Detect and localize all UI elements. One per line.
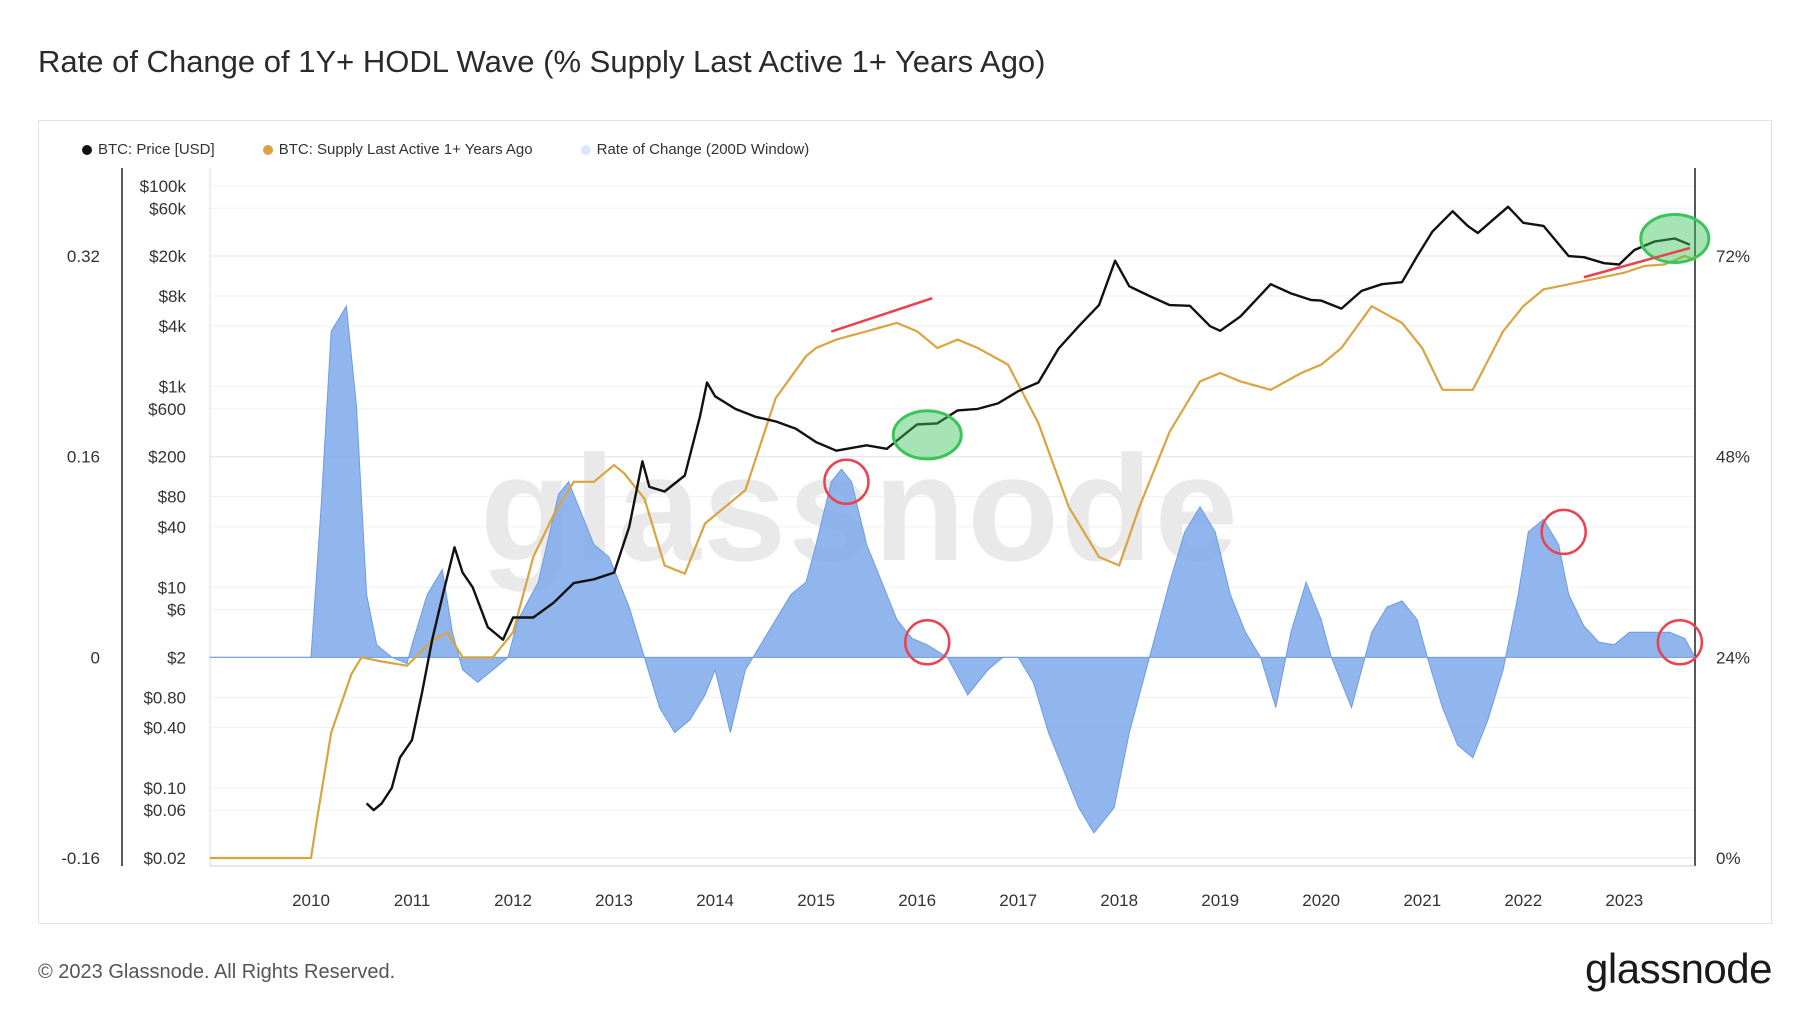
- price-line-series: [365, 205, 1691, 812]
- roc-tick-label: 0: [91, 648, 100, 667]
- x-tick-label: 2015: [797, 891, 835, 910]
- x-tick-label: 2020: [1302, 891, 1340, 910]
- supply-tick-label: 72%: [1716, 247, 1750, 266]
- glassnode-logo[interactable]: glassnode: [1585, 945, 1772, 992]
- price-tick-label: $600: [148, 400, 186, 419]
- chart-title: Rate of Change of 1Y+ HODL Wave (% Suppl…: [38, 44, 1046, 79]
- legend-price-label: BTC: Price [USD]: [98, 141, 215, 158]
- annotation-red-trendline: [1583, 246, 1691, 279]
- price-tick-label: $6: [167, 601, 186, 620]
- price-tick-label: $0.10: [143, 779, 186, 798]
- legend-item-supply[interactable]: BTC: Supply Last Active 1+ Years Ago: [262, 141, 533, 158]
- price-tick-label: $60k: [149, 199, 186, 218]
- annotation-red-circle: [823, 458, 870, 505]
- annotation-green-ellipse: [1639, 212, 1711, 264]
- x-tick-label: 2018: [1100, 891, 1138, 910]
- legend-roc-label: Rate of Change (200D Window): [596, 141, 810, 158]
- supply-tick-label: 48%: [1716, 448, 1750, 467]
- x-tick-label: 2019: [1201, 891, 1239, 910]
- price-tick-label: $1k: [159, 378, 187, 397]
- supply-tick-label: 24%: [1716, 648, 1750, 667]
- annotation-red-circle: [1656, 619, 1704, 666]
- chart-frame: [38, 120, 1772, 924]
- price-tick-label: $40: [158, 518, 186, 537]
- roc-tick-label: -0.16: [61, 849, 100, 868]
- x-tick-label: 2011: [394, 891, 431, 910]
- legend-supply-dot: [262, 144, 273, 155]
- price-tick-label: $2: [167, 648, 186, 667]
- roc-tick-label: 0.16: [67, 448, 100, 467]
- x-tick-label: 2016: [898, 891, 936, 910]
- price-tick-label: $4k: [159, 317, 187, 336]
- legend-item-price[interactable]: BTC: Price [USD]: [82, 141, 215, 158]
- legend-item-roc[interactable]: Rate of Change (200D Window): [580, 141, 810, 158]
- price-tick-label: $8k: [159, 287, 187, 306]
- supply-tick-label: 0%: [1716, 849, 1741, 868]
- legend-supply-label: BTC: Supply Last Active 1+ Years Ago: [278, 141, 533, 158]
- price-tick-label: $100k: [140, 177, 187, 196]
- annotation-red-trendline: [830, 296, 933, 333]
- annotation-green-ellipse: [891, 409, 963, 461]
- price-tick-label: $10: [158, 578, 186, 597]
- roc-tick-label: 0.32: [67, 247, 100, 266]
- x-tick-label: 2012: [494, 891, 532, 910]
- price-tick-label: $0.40: [143, 718, 186, 737]
- x-tick-label: 2013: [595, 891, 633, 910]
- legend: BTC: Price [USD] BTC: Supply Last Active…: [82, 141, 809, 158]
- copyright-text: © 2023 Glassnode. All Rights Reserved.: [38, 961, 396, 983]
- price-tick-label: $20k: [149, 247, 186, 266]
- price-tick-label: $0.80: [143, 688, 186, 707]
- price-tick-label: $200: [148, 448, 186, 467]
- price-tick-label: $0.02: [143, 849, 186, 868]
- price-tick-label: $80: [158, 488, 186, 507]
- x-tick-label: 2023: [1605, 891, 1643, 910]
- x-tick-label: 2022: [1504, 891, 1542, 910]
- x-tick-label: 2014: [696, 891, 734, 910]
- legend-roc-dot: [580, 144, 591, 155]
- price-tick-label: $0.06: [143, 801, 186, 820]
- roc-area-series: [209, 304, 1696, 834]
- x-tick-label: 2010: [292, 891, 330, 910]
- x-tick-label: 2017: [999, 891, 1037, 910]
- x-tick-label: 2021: [1403, 891, 1441, 910]
- supply-line-series: [210, 254, 1696, 860]
- annotation-red-circle: [1540, 508, 1587, 556]
- annotation-red-circle: [903, 619, 951, 666]
- legend-price-dot: [82, 144, 92, 155]
